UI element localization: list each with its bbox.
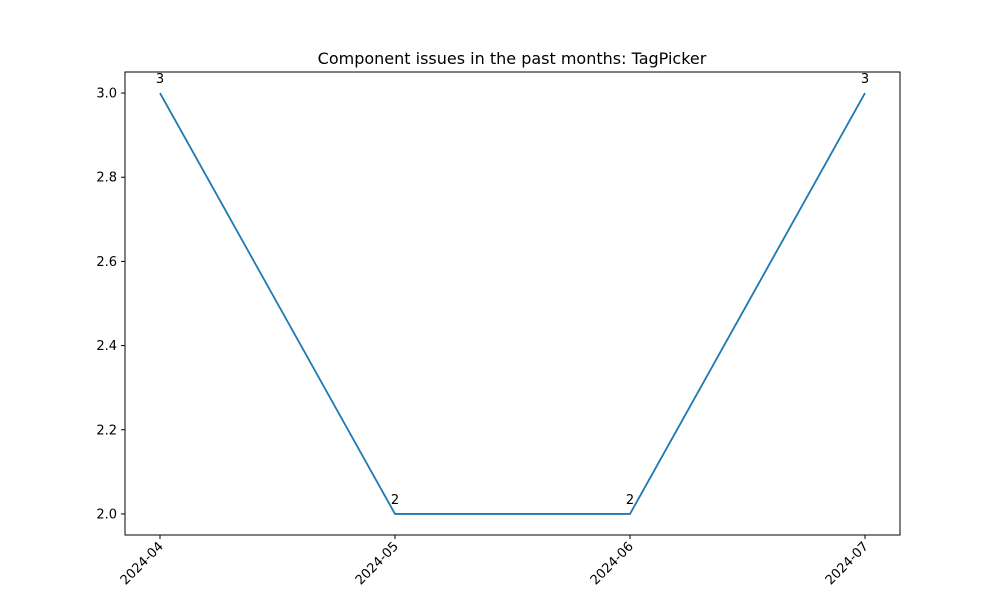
data-label: 2 — [391, 493, 399, 508]
data-label: 3 — [156, 72, 164, 87]
x-tick-label: 2024-07 — [823, 539, 872, 588]
data-label: 3 — [861, 72, 869, 87]
plot-area: 2.0 2.2 2.4 2.6 2.8 3.0 2024-04 2024-05 2024-06 2… — [96, 71, 901, 588]
y-tick-label: 2.8 — [96, 171, 117, 186]
y-tick-label: 2.2 — [96, 423, 117, 438]
y-tick-label: 2.0 — [96, 507, 117, 522]
data-label: 2 — [626, 493, 634, 508]
x-tick-label: 2024-04 — [118, 539, 167, 588]
y-tick-label: 2.4 — [96, 339, 117, 354]
x-tick-label: 2024-06 — [588, 539, 637, 588]
x-tick-label: 2024-05 — [353, 539, 402, 588]
axes-frame — [124, 71, 901, 536]
chart-title: Component issues in the past months: Tag… — [318, 49, 707, 68]
series-line — [159, 92, 866, 515]
y-tick-label: 2.6 — [96, 255, 117, 270]
y-tick-label: 3.0 — [96, 87, 117, 102]
